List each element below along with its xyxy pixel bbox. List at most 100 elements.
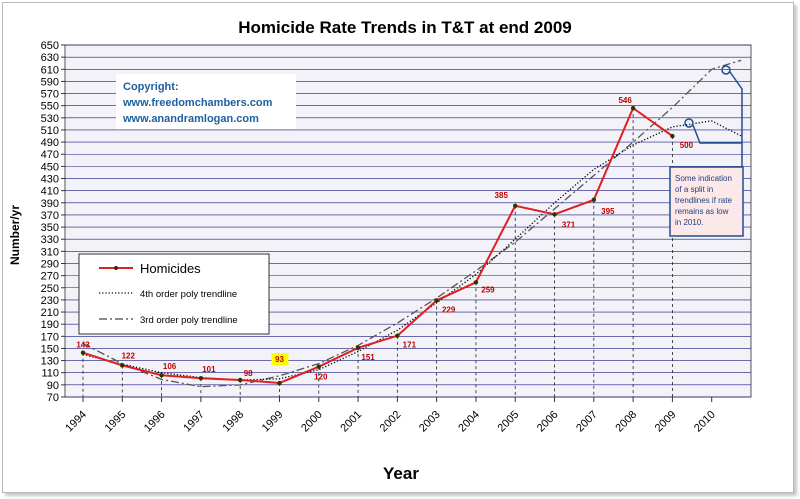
y-tick-label: 630 — [41, 52, 59, 64]
callout-connector-3rd — [729, 71, 743, 167]
legend-4th-order-label: 4th order poly trendline — [140, 289, 237, 300]
annotation-line-5: in 2010. — [675, 218, 703, 227]
x-tick-label: 1997 — [181, 409, 207, 435]
homicides-point — [473, 280, 479, 285]
y-tick-label: 290 — [41, 258, 59, 270]
y-tick-label: 90 — [47, 380, 59, 392]
data-label: 122 — [122, 351, 136, 360]
homicides-point — [591, 197, 597, 202]
x-tick-label: 2004 — [456, 409, 482, 435]
y-tick-label: 250 — [41, 283, 59, 295]
data-label: 395 — [601, 207, 615, 216]
y-tick-label: 510 — [41, 125, 59, 137]
x-tick-label: 1996 — [142, 409, 168, 435]
legend-homicides-marker — [114, 266, 118, 270]
data-label: 500 — [680, 141, 694, 150]
homicides-point — [277, 380, 282, 386]
chart-title: Homicide Rate Trends in T&T at end 2009 — [238, 18, 571, 37]
y-tick-label: 330 — [41, 234, 59, 246]
callout-circle-3rd — [721, 65, 731, 75]
y-tick-label: 210 — [41, 307, 59, 319]
y-tick-label: 650 — [41, 40, 59, 52]
homicides-point — [80, 350, 86, 355]
copyright-line-3: www.anandramlogan.com — [122, 113, 259, 125]
x-tick-label: 2009 — [653, 409, 679, 435]
y-tick-label: 410 — [41, 186, 59, 198]
x-tick-label: 2000 — [299, 409, 325, 435]
data-label: 106 — [163, 362, 177, 371]
x-tick-label: 2007 — [574, 409, 600, 435]
homicides-point — [120, 363, 125, 368]
data-label: 259 — [481, 285, 495, 294]
copyright-line-2: www.freedomchambers.com — [122, 97, 273, 109]
x-tick-label: 1994 — [63, 409, 89, 435]
y-tick-label: 150 — [41, 343, 59, 355]
data-label: 93 — [275, 355, 284, 364]
y-tick-label: 550 — [41, 101, 59, 113]
y-tick-label: 130 — [41, 356, 59, 368]
annotation-line-2: of a split in — [675, 185, 713, 194]
data-label: 151 — [361, 353, 375, 362]
y-tick-label: 230 — [41, 295, 59, 307]
trendline-3rd-order — [82, 59, 742, 388]
data-label: 98 — [244, 369, 253, 378]
x-axis-label: Year — [383, 464, 419, 483]
homicides-point — [513, 203, 518, 209]
legend: Homicides 4th order poly trendline 3rd o… — [78, 253, 270, 335]
legend-homicides-label: Homicides — [140, 261, 201, 276]
data-label: 371 — [562, 220, 576, 229]
series-layer — [80, 59, 742, 388]
y-tick-label: 470 — [41, 149, 59, 161]
y-tick-label: 370 — [41, 210, 59, 222]
x-tick-label: 2010 — [692, 409, 718, 435]
data-label: 546 — [618, 96, 632, 105]
annotation-callout: Some indication of a split in trendlines… — [669, 65, 744, 237]
chart-frame: Homicide Rate Trends in T&T at end 2009 … — [2, 2, 794, 493]
homicides-line — [82, 106, 673, 385]
y-tick-label: 430 — [41, 174, 59, 186]
y-axis-label: Number/yr — [8, 205, 22, 265]
callout-circle-4th — [684, 118, 694, 128]
annotation-line-1: Some indication — [675, 174, 732, 183]
y-tick-label: 270 — [41, 271, 59, 283]
legend-3rd-order-label: 3rd order poly trendline — [140, 315, 238, 326]
data-labels: 143 122 106 101 98 93 120 151 171 229 259 385 371 395… — [76, 96, 693, 382]
homicide-chart: Homicide Rate Trends in T&T at end 2009 … — [8, 18, 752, 483]
y-tick-label: 390 — [41, 198, 59, 210]
x-tick-label: 2006 — [535, 409, 561, 435]
copyright-box: Copyright: www.freedomchambers.com www.a… — [116, 74, 296, 129]
x-tick-label: 2001 — [338, 409, 364, 435]
homicides-point — [237, 377, 243, 383]
y-tick-label: 170 — [41, 331, 59, 343]
x-tick-label: 2008 — [613, 409, 639, 435]
y-tick-label: 490 — [41, 137, 59, 149]
y-tick-label: 610 — [41, 64, 59, 76]
x-tick-label: 1995 — [103, 409, 129, 435]
data-label: 229 — [442, 306, 456, 315]
data-label: 171 — [403, 341, 417, 350]
x-tick-label: 1999 — [260, 409, 286, 435]
data-label: 101 — [202, 365, 216, 374]
callout-connector-4th — [692, 124, 742, 144]
y-tick-label: 110 — [41, 368, 59, 380]
y-tick-label: 310 — [41, 246, 59, 258]
homicides-point — [434, 298, 439, 303]
homicides-point — [670, 133, 675, 139]
y-tick-label: 70 — [47, 392, 59, 404]
highlight-box — [271, 353, 289, 366]
x-tick-label: 1998 — [220, 409, 246, 435]
x-axis-ticks: 1994 1995 1996 1997 1998 1999 2000 2001 2002 2003… — [63, 397, 718, 434]
annotation-line-3: trendlines if rate — [675, 196, 732, 205]
homicides-point — [316, 364, 321, 369]
data-label: 385 — [495, 191, 509, 200]
y-tick-label: 530 — [41, 113, 59, 125]
homicides-point — [630, 105, 636, 111]
copyright-line-1: Copyright: — [123, 81, 179, 93]
homicides-point — [355, 345, 361, 351]
y-axis-ticks: 7090110130150170190210230250270290310330… — [41, 40, 65, 404]
y-tick-label: 350 — [41, 222, 59, 234]
data-label: 120 — [314, 373, 328, 382]
x-tick-label: 2003 — [417, 409, 443, 435]
y-tick-label: 570 — [41, 89, 59, 101]
annotation-line-4: remains as low — [675, 207, 729, 216]
